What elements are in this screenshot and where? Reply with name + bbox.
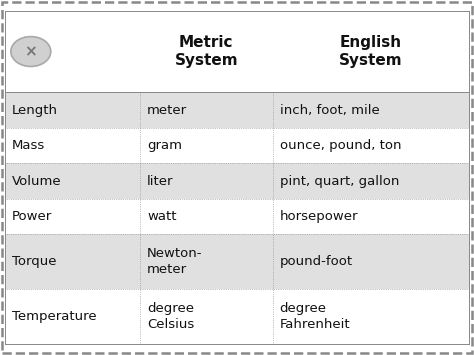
Bar — [5, 289, 469, 344]
Text: inch, foot, mile: inch, foot, mile — [280, 104, 379, 117]
Text: liter: liter — [147, 175, 173, 188]
Text: pound-foot: pound-foot — [280, 255, 353, 268]
Text: English
System: English System — [339, 35, 403, 68]
Text: horsepower: horsepower — [280, 210, 358, 223]
Text: Temperature: Temperature — [12, 310, 97, 323]
Text: Metric
System: Metric System — [174, 35, 238, 68]
Text: degree
Fahrenheit: degree Fahrenheit — [280, 302, 350, 331]
Text: pint, quart, gallon: pint, quart, gallon — [280, 175, 399, 188]
Text: degree
Celsius: degree Celsius — [147, 302, 194, 331]
Text: Torque: Torque — [12, 255, 56, 268]
Text: gram: gram — [147, 139, 182, 152]
Text: Power: Power — [12, 210, 52, 223]
Bar — [5, 163, 469, 199]
Bar — [5, 234, 469, 289]
Bar — [5, 11, 469, 92]
Text: ounce, pound, ton: ounce, pound, ton — [280, 139, 401, 152]
Bar — [5, 199, 469, 234]
Text: Mass: Mass — [12, 139, 45, 152]
Text: Volume: Volume — [12, 175, 62, 188]
Text: Length: Length — [12, 104, 58, 117]
Bar — [5, 128, 469, 163]
Text: Newton-
meter: Newton- meter — [147, 247, 202, 276]
Circle shape — [11, 37, 51, 66]
Bar — [5, 92, 469, 128]
Text: ×: × — [25, 44, 37, 59]
Text: watt: watt — [147, 210, 176, 223]
Text: meter: meter — [147, 104, 187, 117]
